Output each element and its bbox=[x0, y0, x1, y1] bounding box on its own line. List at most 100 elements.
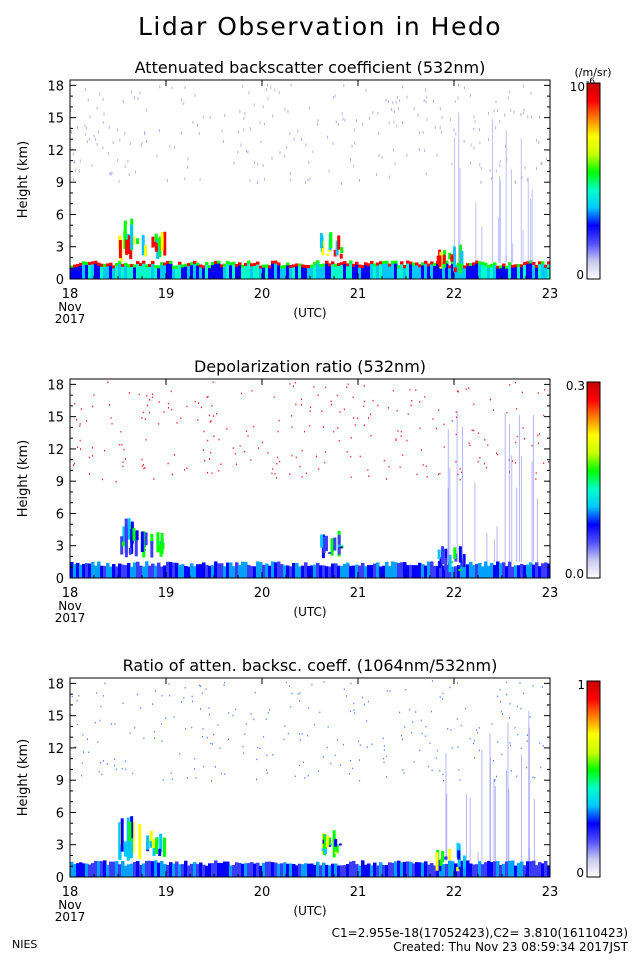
scatter-point bbox=[202, 735, 204, 738]
y-tick-label: 12 bbox=[47, 742, 64, 757]
boundary-layer-cell bbox=[268, 861, 272, 877]
scatter-point bbox=[309, 106, 311, 110]
boundary-layer-cell bbox=[382, 262, 386, 279]
colorbar-min-label: 0 bbox=[576, 866, 584, 880]
scatter-point bbox=[207, 439, 209, 442]
boundary-layer-cell bbox=[451, 566, 455, 578]
boundary-layer-cell bbox=[253, 566, 257, 578]
scatter-point bbox=[354, 141, 356, 145]
scatter-point bbox=[456, 390, 458, 392]
boundary-layer-cell bbox=[259, 865, 263, 877]
scatter-point bbox=[368, 116, 370, 120]
boundary-layer-top bbox=[76, 263, 80, 267]
boundary-layer-cell bbox=[394, 562, 398, 578]
scatter-point bbox=[523, 108, 525, 112]
scatter-point bbox=[426, 95, 428, 99]
boundary-layer-top bbox=[427, 263, 431, 267]
vertical-streak bbox=[489, 757, 491, 861]
boundary-layer-cell bbox=[310, 266, 314, 279]
scatter-point bbox=[151, 703, 153, 705]
boundary-layer-cell bbox=[391, 262, 395, 279]
scatter-point bbox=[410, 404, 412, 407]
scatter-point bbox=[243, 752, 245, 754]
boundary-layer-cell bbox=[541, 863, 545, 877]
scatter-point bbox=[522, 84, 524, 88]
scatter-point bbox=[128, 392, 130, 394]
boundary-layer-cell bbox=[208, 565, 212, 578]
scatter-point bbox=[180, 98, 182, 102]
footer-calibration: C1=2.955e-18(17052423),C2= 3.810(1611042… bbox=[331, 926, 628, 940]
boundary-layer-cell bbox=[373, 563, 377, 578]
scatter-point bbox=[211, 743, 213, 745]
scatter-point bbox=[443, 423, 445, 426]
boundary-layer-cell bbox=[160, 566, 164, 578]
boundary-layer-cell bbox=[346, 265, 350, 279]
scatter-point bbox=[347, 383, 349, 385]
scatter-point bbox=[185, 728, 187, 730]
scatter-point bbox=[383, 761, 385, 764]
boundary-layer-cell bbox=[298, 863, 302, 877]
scatter-point bbox=[327, 726, 329, 728]
scatter-point bbox=[478, 432, 480, 434]
cloud-cell bbox=[448, 252, 452, 260]
boundary-layer-cell bbox=[418, 562, 422, 578]
colorbar-min-label: 0.0 bbox=[565, 567, 584, 581]
boundary-layer-cell bbox=[148, 265, 152, 279]
scatter-point bbox=[317, 394, 319, 397]
scatter-point bbox=[529, 716, 531, 718]
boundary-layer-cell bbox=[319, 565, 323, 578]
scatter-point bbox=[309, 410, 311, 412]
boundary-layer-cell bbox=[307, 267, 311, 279]
boundary-layer-cell bbox=[466, 860, 470, 877]
scatter-point bbox=[167, 402, 169, 405]
boundary-layer-cell bbox=[250, 862, 254, 877]
boundary-layer-top bbox=[463, 265, 467, 269]
boundary-layer-cell bbox=[316, 562, 320, 578]
boundary-layer-cell bbox=[172, 562, 176, 578]
scatter-point bbox=[121, 444, 123, 446]
scatter-point bbox=[291, 454, 293, 457]
boundary-layer-cell bbox=[169, 862, 173, 877]
boundary-layer-cell bbox=[79, 862, 83, 877]
scatter-point bbox=[274, 88, 276, 92]
scatter-point bbox=[422, 130, 424, 134]
boundary-layer-cell bbox=[388, 565, 392, 578]
scatter-point bbox=[162, 779, 164, 781]
boundary-layer-cell bbox=[229, 562, 233, 578]
boundary-layer-top bbox=[334, 263, 338, 267]
scatter-point bbox=[522, 427, 524, 429]
boundary-layer-top bbox=[175, 265, 179, 269]
scatter-point bbox=[154, 690, 156, 692]
scatter-point bbox=[307, 775, 309, 777]
cloud-cell bbox=[439, 859, 443, 866]
vertical-streak bbox=[446, 794, 448, 861]
scatter-point bbox=[339, 411, 341, 413]
scatter-point bbox=[187, 157, 189, 161]
scatter-point bbox=[418, 131, 420, 135]
y-tick-label: 0 bbox=[56, 273, 64, 288]
scatter-point bbox=[309, 177, 311, 181]
boundary-layer-cell bbox=[283, 565, 287, 578]
cloud-cell bbox=[450, 254, 454, 262]
scatter-point bbox=[325, 386, 327, 389]
scatter-point bbox=[221, 772, 223, 775]
scatter-point bbox=[106, 763, 108, 765]
scatter-point bbox=[237, 150, 239, 154]
scatter-point bbox=[509, 90, 511, 94]
scatter-point bbox=[526, 734, 528, 736]
scatter-point bbox=[417, 113, 419, 117]
scatter-point bbox=[308, 160, 310, 164]
scatter-point bbox=[307, 178, 309, 182]
scatter-point bbox=[86, 420, 88, 422]
scatter-point bbox=[343, 688, 345, 690]
boundary-layer-cell bbox=[319, 266, 323, 279]
scatter-point bbox=[506, 681, 508, 684]
scatter-point bbox=[495, 452, 497, 455]
boundary-layer-cell bbox=[73, 864, 77, 877]
boundary-layer-cell bbox=[412, 565, 416, 578]
vertical-streak bbox=[520, 138, 522, 263]
scatter-point bbox=[256, 778, 258, 781]
boundary-layer-cell bbox=[289, 863, 293, 877]
boundary-layer-cell bbox=[124, 865, 128, 877]
scatter-point bbox=[260, 140, 262, 144]
